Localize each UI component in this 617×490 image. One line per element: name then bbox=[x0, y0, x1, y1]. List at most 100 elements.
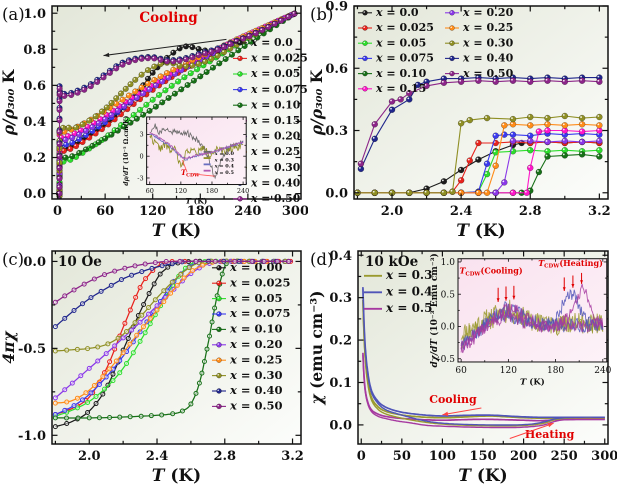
series-x = 0.4 bbox=[149, 133, 244, 161]
b-y-axis-label: ρ/ρ₃₀₀ K bbox=[308, 69, 326, 136]
y-tick-label: 0.1 bbox=[329, 376, 352, 391]
x-tick-label: 2.8 bbox=[213, 449, 236, 464]
series-x = 0.5 heating bbox=[362, 354, 605, 429]
ai-series-group bbox=[149, 123, 244, 180]
y-tick-label: -1.0 bbox=[18, 429, 46, 444]
ai-y-axis-label: dρ/dT (10⁻⁵ Ω.cm/K) bbox=[123, 116, 130, 186]
di-axes: 60 120 180 240 -0.5 0.0 0.5 1.0 bbox=[438, 258, 612, 376]
x-tick-label: 2.0 bbox=[78, 449, 101, 464]
x-tick-label: 60 bbox=[455, 366, 467, 376]
series-x = 0.50 bbox=[360, 80, 600, 164]
c-legend: x = 0.00x = 0.025 x = 0.05x = 0.075 x = 0.… bbox=[212, 260, 291, 413]
arrow-head bbox=[571, 284, 575, 288]
y-tick-label: 0.4 bbox=[329, 249, 352, 264]
a-axes: 0 60 120 180 240 300 0.0 0.2 0.4 0.6 0.8 1.0 bbox=[23, 6, 308, 219]
a-legend: x = 0.0 x = 0.025 x = 0.05 x = 0.075 x = 0.1… bbox=[233, 36, 308, 205]
x-tick-label: 0 bbox=[357, 449, 366, 464]
y-tick-label: 0.9 bbox=[325, 0, 348, 15]
arrow-head bbox=[103, 52, 110, 58]
arrow-head bbox=[580, 280, 583, 284]
panel-a-chart: 0 60 120 180 240 300 0.0 0.2 0.4 0.6 0.8 1.0 T (K) ρ/… bbox=[0, 5, 308, 241]
y-tick-label: 0.6 bbox=[23, 79, 46, 94]
d-legend: x = 0.3 x = 0.4 x = 0.5 bbox=[364, 268, 432, 315]
arrow-head bbox=[547, 422, 554, 428]
x-tick-label: 50 bbox=[393, 449, 411, 464]
y-tick-label: -3 bbox=[137, 174, 143, 182]
panel-d-chart: 0 50 100 150 200 250 300 0.0 0.1 0.2 0.3 0.4 T (K) χ … bbox=[308, 249, 617, 486]
di-x-axis-label: T (K) bbox=[520, 376, 545, 387]
arrow-head bbox=[512, 295, 516, 300]
y-tick-label: 0.2 bbox=[329, 334, 352, 349]
y-tick-label: 1.0 bbox=[441, 258, 456, 268]
legend-entry: x = 0.10 bbox=[250, 98, 300, 111]
c-series-group bbox=[52, 258, 294, 430]
legend-entry: x = 0.20 bbox=[229, 337, 283, 351]
arrow bbox=[103, 38, 227, 57]
legend-entry: x = 0.30 bbox=[250, 161, 300, 174]
x-tick-label: 120 bbox=[139, 204, 166, 219]
x-tick-label: 2.8 bbox=[519, 204, 542, 219]
di-series-group bbox=[460, 283, 604, 354]
legend-entry: x = 0.10 bbox=[375, 67, 427, 80]
arrow-head bbox=[442, 411, 449, 416]
y-tick-label: 0.3 bbox=[329, 291, 352, 306]
legend-entry: x = 0.025 bbox=[229, 275, 291, 289]
y-tick-label: 0.6 bbox=[325, 62, 348, 77]
x-tick-label: 2.4 bbox=[450, 204, 473, 219]
legend-entry: x = 0.05 bbox=[229, 291, 283, 305]
x-tick-label: 120 bbox=[175, 187, 187, 195]
legend-entry: x = 0.50 bbox=[250, 192, 300, 205]
annotation: TCDW(Heating) bbox=[538, 258, 603, 270]
x-tick-label: 180 bbox=[206, 187, 218, 195]
legend-entry: x = 0.25 bbox=[462, 21, 513, 34]
y-tick-label: 0.4 bbox=[23, 115, 46, 130]
d-y-axis-label: χ (emu cm⁻³) bbox=[308, 290, 326, 405]
series-x = 0.4 heat bbox=[460, 289, 604, 347]
arrow-head bbox=[562, 287, 566, 291]
legend-entry: x = 0.05 bbox=[250, 67, 300, 80]
series-x = 0.5 bbox=[149, 132, 244, 160]
legend-entry: x = 0.30 bbox=[462, 36, 514, 49]
legend-entry: x = 0.40 bbox=[462, 52, 514, 65]
legend-entry: x = 0.30 bbox=[229, 368, 283, 382]
b-legend: x = 0.0 x = 0.025 x = 0.05 x = 0.075 x = 0.1… bbox=[358, 6, 514, 95]
x-tick-label: 100 bbox=[429, 449, 456, 464]
y-tick-label: 0.3 bbox=[325, 124, 348, 139]
b-x-axis-label: T (K) bbox=[456, 221, 505, 241]
x-tick-label: 60 bbox=[96, 204, 114, 219]
c-field-label: 10 Oe bbox=[58, 254, 102, 270]
x-tick-label: 200 bbox=[510, 449, 537, 464]
y-tick-label: 0.0 bbox=[23, 255, 46, 270]
x-tick-label: 300 bbox=[282, 204, 308, 219]
panel-c-chart: 2.0 2.4 2.8 3.2 0.0 -0.5 -1.0 T (K) 4πχ (c) 10 Oe x… bbox=[0, 250, 304, 486]
d-field-label: 10 kOe bbox=[365, 254, 418, 270]
a-panel-label: (a) bbox=[2, 5, 25, 24]
c-frame bbox=[51, 250, 302, 445]
legend-entry: x = 0.3 bbox=[385, 268, 432, 282]
y-tick-label: 0.0 bbox=[325, 186, 348, 201]
x-tick-label: 3.2 bbox=[588, 204, 611, 219]
a-series-group bbox=[56, 10, 298, 199]
y-tick-label: 0.0 bbox=[441, 323, 456, 333]
x-tick-label: 60 bbox=[146, 187, 154, 195]
legend-entry: x = 0.05 bbox=[375, 36, 426, 49]
annotation-line bbox=[193, 173, 215, 177]
x-tick-label: 250 bbox=[551, 449, 578, 464]
c-axes: 2.0 2.4 2.8 3.2 0.0 -0.5 -1.0 bbox=[18, 251, 304, 464]
x-tick-label: 240 bbox=[594, 366, 611, 376]
x-tick-label: 180 bbox=[187, 204, 214, 219]
x-tick-label: 300 bbox=[591, 449, 617, 464]
annotation: TCDW bbox=[181, 168, 200, 179]
x-tick-label: 0 bbox=[53, 204, 62, 219]
x-tick-label: 240 bbox=[234, 204, 261, 219]
y-tick-label: -0.5 bbox=[18, 342, 46, 357]
legend-entry: x = 0.025 bbox=[375, 21, 434, 34]
x-tick-label: 240 bbox=[237, 187, 249, 195]
legend-entry: x = 0.50 bbox=[229, 399, 283, 413]
x-tick-label: 120 bbox=[500, 366, 517, 376]
c-y-axis-label: 4πχ bbox=[0, 331, 18, 364]
y-tick-label: 1.0 bbox=[23, 7, 46, 22]
legend-entry: x = 0.3 bbox=[214, 157, 235, 163]
y-tick-label: 0.8 bbox=[23, 43, 46, 58]
